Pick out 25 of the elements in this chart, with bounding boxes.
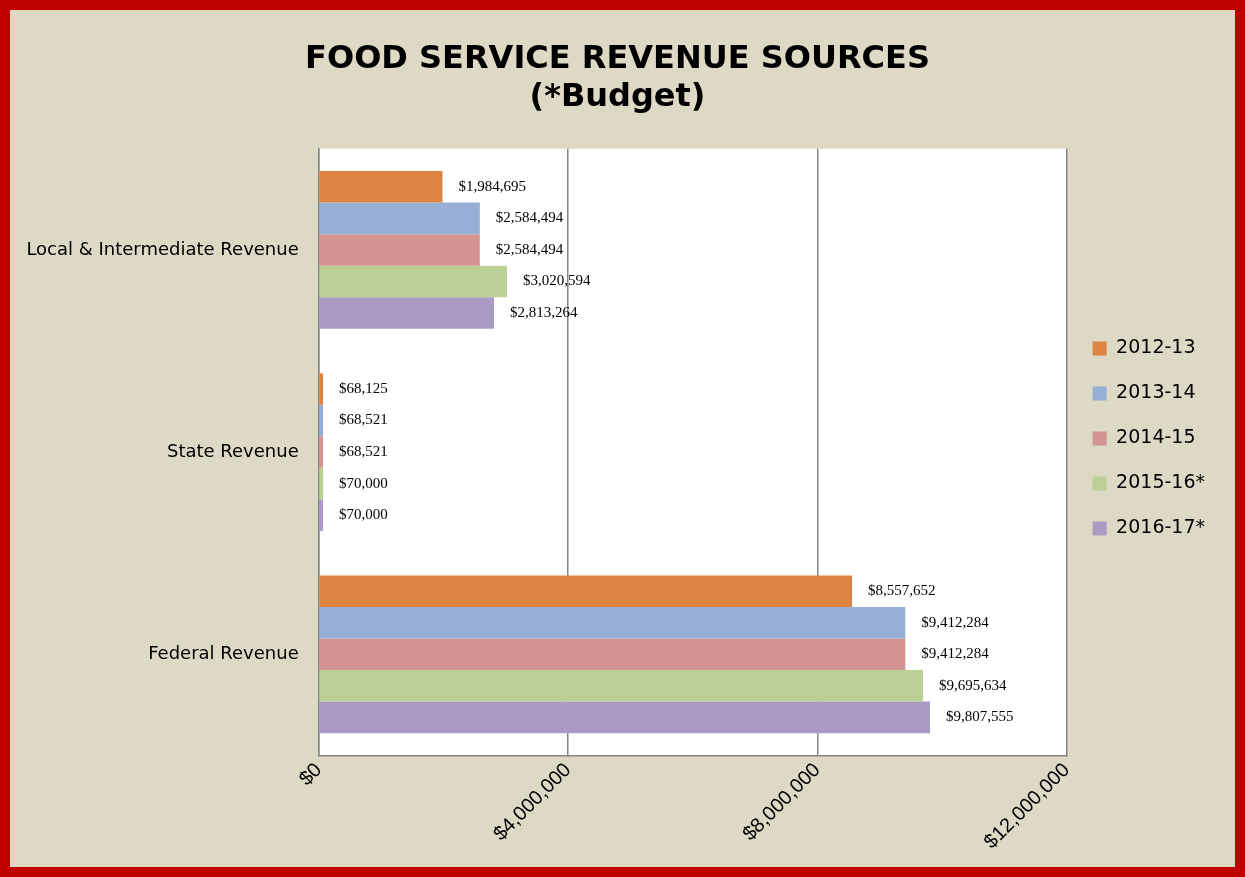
chart-title: FOOD SERVICE REVENUE SOURCES (*Budget) (305, 37, 930, 114)
y-tick-label: Federal Revenue (148, 641, 299, 663)
data-label: $9,412,284 (921, 613, 990, 630)
data-label: $3,020,594 (523, 272, 591, 289)
y-tick-label: State Revenue (166, 439, 299, 461)
data-label: $9,412,284 (921, 645, 990, 662)
data-label: $68,125 (339, 379, 388, 396)
data-label: $2,584,494 (495, 209, 564, 226)
data-label: $9,807,555 (945, 708, 1014, 725)
data-label: $68,521 (339, 443, 388, 460)
data-label: $8,557,652 (868, 582, 936, 599)
x-tick-label: $0 (294, 758, 326, 790)
legend-label: 2014-15 (1116, 425, 1196, 448)
data-label: $1,984,695 (458, 177, 526, 194)
y-tick-label: Local & Intermediate Revenue (26, 237, 299, 259)
data-label: $70,000 (339, 474, 388, 491)
data-label: $9,695,634 (939, 676, 1007, 693)
data-label: $2,584,494 (495, 240, 564, 257)
legend-label: 2015-16* (1116, 470, 1205, 493)
data-label: $70,000 (339, 506, 388, 523)
data-label: $2,813,264 (510, 303, 579, 320)
legend-label: 2016-17* (1116, 515, 1205, 538)
legend-label: 2013-14 (1116, 380, 1196, 403)
legend-label: 2012-13 (1116, 335, 1196, 358)
data-label: $68,521 (339, 411, 388, 428)
